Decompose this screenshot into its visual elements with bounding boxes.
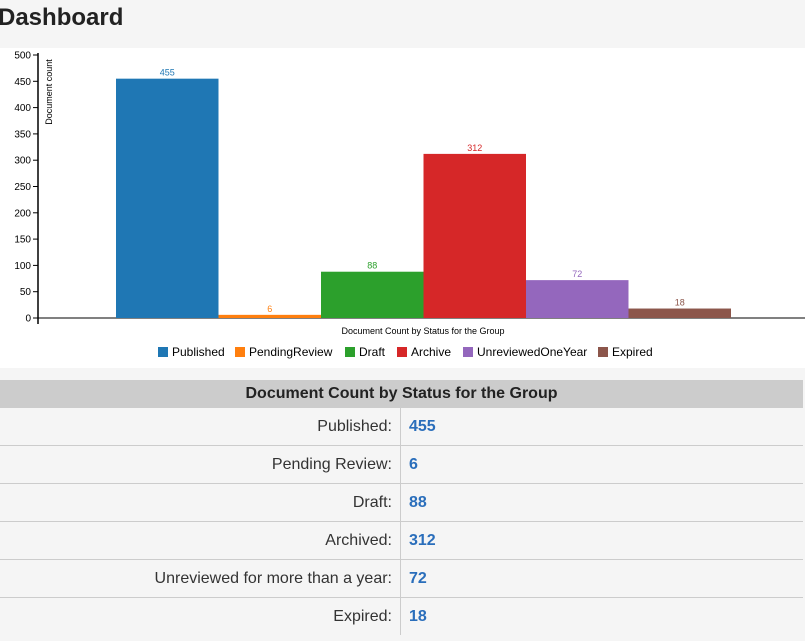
y-tick-label: 50 <box>20 287 32 298</box>
status-label: Unreviewed for more than a year: <box>0 559 401 598</box>
y-tick-label: 450 <box>14 77 31 88</box>
legend-swatch <box>598 347 608 357</box>
bar-value-label: 88 <box>367 261 377 271</box>
y-tick-label: 0 <box>25 314 31 325</box>
status-count: 312 <box>400 521 803 560</box>
y-tick-label: 400 <box>14 103 31 114</box>
legend-label: Draft <box>359 345 386 359</box>
bar-draft <box>321 271 424 318</box>
chart: 0 50 100 150 200 250 300 350 400 450 500 Document c… <box>0 48 805 368</box>
legend-label: Archive <box>411 345 451 359</box>
table-title: Document Count by Status for the Group <box>0 380 803 408</box>
legend-swatch <box>158 347 168 357</box>
legend-label: Expired <box>612 345 653 359</box>
status-label: Archived: <box>0 521 401 560</box>
bar-chart-svg: 0 50 100 150 200 250 300 350 400 450 500 Document c… <box>14 51 805 359</box>
bar-published <box>116 78 219 318</box>
status-table: Document Count by Status for the Group P… <box>0 380 803 635</box>
y-tick-label: 300 <box>14 156 31 167</box>
table-row: Archived: 312 <box>0 521 803 560</box>
y-tick-label: 500 <box>14 51 31 62</box>
y-tick-label: 350 <box>14 129 31 140</box>
page-title: Dashboard <box>0 4 124 31</box>
status-count: 455 <box>400 407 803 446</box>
table-row: Draft: 88 <box>0 483 803 522</box>
y-tick-label: 200 <box>14 208 31 219</box>
bar-expired <box>628 308 731 318</box>
legend-label: PendingReview <box>249 345 333 359</box>
table-row: Expired: 18 <box>0 597 803 635</box>
status-count: 6 <box>400 445 803 484</box>
table-row: Unreviewed for more than a year: 72 <box>0 559 803 598</box>
bar-value-label: 72 <box>572 269 582 279</box>
legend-swatch <box>463 347 473 357</box>
legend-swatch <box>235 347 245 357</box>
status-label: Pending Review: <box>0 445 401 484</box>
status-label: Published: <box>0 407 401 446</box>
table-row: Published: 455 <box>0 407 803 446</box>
y-tick-label: 100 <box>14 261 31 272</box>
table-row: Pending Review: 6 <box>0 445 803 484</box>
x-axis-title: Document Count by Status for the Group <box>341 326 504 336</box>
legend-swatch <box>345 347 355 357</box>
bar-archive <box>423 153 526 318</box>
status-label: Expired: <box>0 597 401 635</box>
status-count: 88 <box>400 483 803 522</box>
legend-swatch <box>397 347 407 357</box>
y-tick-label: 250 <box>14 182 31 193</box>
bar-value-label: 312 <box>467 143 482 153</box>
y-tick-label: 150 <box>14 235 31 246</box>
bar-value-label: 6 <box>267 304 272 314</box>
status-count: 72 <box>400 559 803 598</box>
bar-unreviewedoneyear <box>526 280 629 318</box>
bar-pendingreview <box>218 314 321 318</box>
bar-value-label: 18 <box>675 298 685 308</box>
status-label: Draft: <box>0 483 401 522</box>
bar-value-label: 455 <box>160 68 175 78</box>
legend-label: Published <box>172 345 225 359</box>
y-axis-title: Document count <box>44 59 54 125</box>
legend-label: UnreviewedOneYear <box>477 345 587 359</box>
status-count: 18 <box>400 597 803 635</box>
